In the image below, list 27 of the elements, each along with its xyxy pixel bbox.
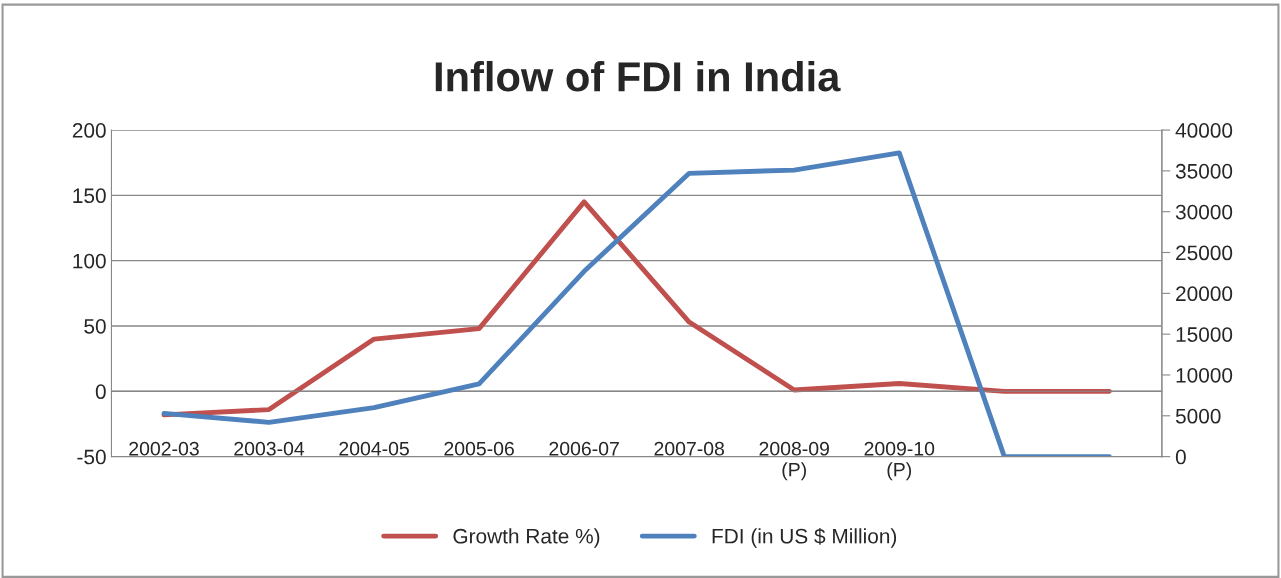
x-tick-label: 2002-03 [129, 441, 199, 456]
chart-title: Inflow of FDI in India [435, 60, 841, 92]
x-tick-label: 2009-10 (P) [864, 441, 935, 481]
y2-tick-label: 15000 [1176, 327, 1233, 342]
legend-label: FDI (in US $ Million) [712, 527, 897, 548]
y-tick-label: 50 [84, 318, 106, 334]
x-tick-label: 2008-09 (P) [759, 441, 829, 481]
y2-tick-label: 10000 [1176, 367, 1233, 383]
x-tick-label: 2005-06 [444, 441, 514, 456]
y2-tick-label: 40000 [1175, 123, 1233, 138]
y-tick-label: -50 [77, 449, 106, 465]
x-tick-label: 2006-07 [549, 441, 619, 456]
y-tick-label: 0 [95, 384, 106, 400]
y2-tick-label: 5000 [1175, 408, 1221, 424]
y2-tick-label: 20000 [1176, 286, 1233, 302]
y2-tick-label: 0 [1175, 449, 1186, 465]
x-tick-label: 2004-05 [339, 441, 409, 456]
y-tick-label: 150 [73, 188, 106, 204]
line-series [161, 199, 1112, 418]
y2-tick-label: 25000 [1176, 245, 1233, 261]
y-tick-label: 100 [73, 253, 106, 269]
x-tick-label: 2007-08 [654, 441, 725, 456]
y2-tick-label: 35000 [1175, 163, 1233, 179]
y2-tick-label: 30000 [1175, 204, 1233, 220]
legend-label: Growth Rate %) [453, 528, 600, 548]
y-tick-label: 200 [72, 123, 106, 138]
x-tick-label: 2003-04 [234, 441, 305, 456]
